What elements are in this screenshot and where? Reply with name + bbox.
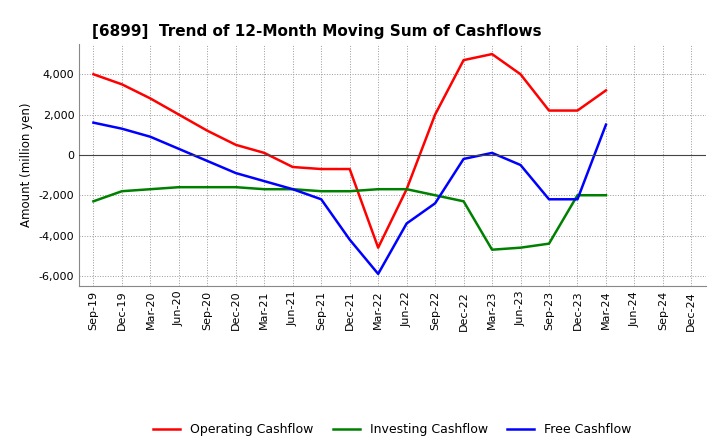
Investing Cashflow	[459, 198, 468, 204]
Free Cashflow	[602, 122, 611, 127]
Free Cashflow	[516, 162, 525, 168]
Free Cashflow	[260, 179, 269, 184]
Legend: Operating Cashflow, Investing Cashflow, Free Cashflow: Operating Cashflow, Investing Cashflow, …	[148, 418, 636, 440]
Operating Cashflow	[317, 166, 325, 172]
Operating Cashflow	[545, 108, 554, 113]
Operating Cashflow	[602, 88, 611, 93]
Investing Cashflow	[346, 189, 354, 194]
Investing Cashflow	[545, 241, 554, 246]
Free Cashflow	[346, 237, 354, 242]
Operating Cashflow	[232, 142, 240, 147]
Operating Cashflow	[174, 112, 183, 117]
Free Cashflow	[89, 120, 98, 125]
Investing Cashflow	[89, 198, 98, 204]
Operating Cashflow	[289, 165, 297, 170]
Free Cashflow	[289, 187, 297, 192]
Free Cashflow	[573, 197, 582, 202]
Free Cashflow	[431, 201, 439, 206]
Investing Cashflow	[146, 187, 155, 192]
Investing Cashflow	[602, 193, 611, 198]
Operating Cashflow	[374, 245, 382, 250]
Investing Cashflow	[203, 184, 212, 190]
Free Cashflow	[374, 271, 382, 276]
Operating Cashflow	[117, 82, 126, 87]
Investing Cashflow	[260, 187, 269, 192]
Free Cashflow	[545, 197, 554, 202]
Operating Cashflow	[346, 166, 354, 172]
Free Cashflow	[402, 221, 411, 226]
Operating Cashflow	[402, 187, 411, 192]
Operating Cashflow	[459, 58, 468, 63]
Operating Cashflow	[487, 51, 496, 57]
Investing Cashflow	[117, 189, 126, 194]
Investing Cashflow	[232, 184, 240, 190]
Y-axis label: Amount (million yen): Amount (million yen)	[20, 103, 33, 227]
Operating Cashflow	[431, 112, 439, 117]
Operating Cashflow	[146, 96, 155, 101]
Free Cashflow	[317, 197, 325, 202]
Investing Cashflow	[402, 187, 411, 192]
Line: Free Cashflow: Free Cashflow	[94, 123, 606, 274]
Free Cashflow	[459, 156, 468, 161]
Investing Cashflow	[374, 187, 382, 192]
Free Cashflow	[487, 150, 496, 156]
Investing Cashflow	[431, 193, 439, 198]
Operating Cashflow	[89, 72, 98, 77]
Investing Cashflow	[289, 187, 297, 192]
Investing Cashflow	[516, 245, 525, 250]
Free Cashflow	[174, 146, 183, 151]
Operating Cashflow	[516, 72, 525, 77]
Text: [6899]  Trend of 12-Month Moving Sum of Cashflows: [6899] Trend of 12-Month Moving Sum of C…	[91, 24, 541, 39]
Investing Cashflow	[573, 193, 582, 198]
Operating Cashflow	[573, 108, 582, 113]
Free Cashflow	[117, 126, 126, 131]
Operating Cashflow	[203, 128, 212, 133]
Line: Operating Cashflow: Operating Cashflow	[94, 54, 606, 248]
Free Cashflow	[232, 170, 240, 176]
Investing Cashflow	[487, 247, 496, 253]
Investing Cashflow	[317, 189, 325, 194]
Line: Investing Cashflow: Investing Cashflow	[94, 187, 606, 250]
Investing Cashflow	[174, 184, 183, 190]
Free Cashflow	[203, 158, 212, 164]
Operating Cashflow	[260, 150, 269, 156]
Free Cashflow	[146, 134, 155, 139]
